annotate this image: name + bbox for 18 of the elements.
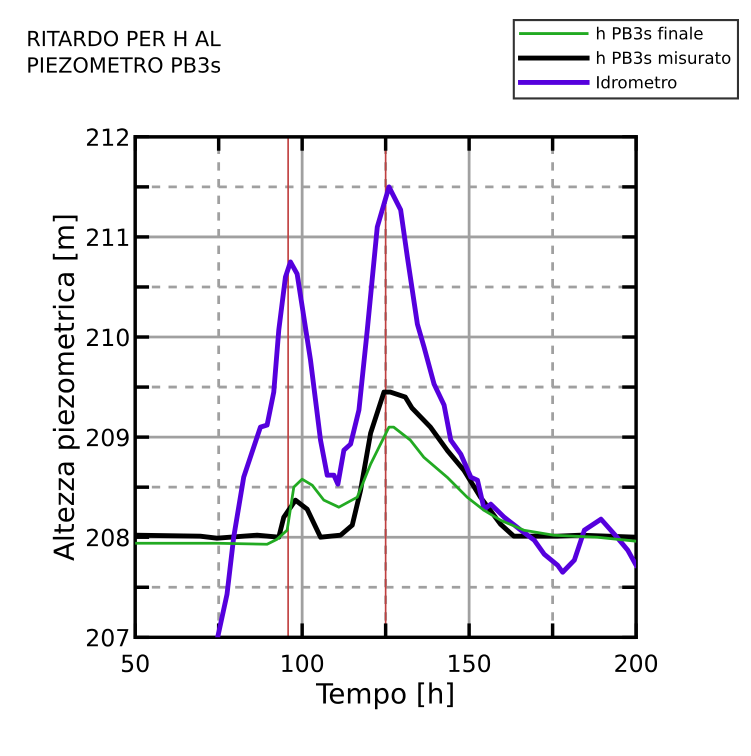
x-axis-title: Tempo [h] bbox=[316, 682, 453, 710]
line-series bbox=[215, 184, 636, 638]
x-tick-label: 200 bbox=[615, 654, 658, 672]
y-tick-label: 209 bbox=[86, 428, 129, 446]
legend-label: h PB3s misurato bbox=[596, 51, 730, 64]
y-axis-title: Altezza piezometrica [m] bbox=[52, 216, 80, 561]
x-tick-label: 100 bbox=[282, 654, 324, 672]
x-tick-label: 50 bbox=[122, 654, 149, 672]
y-tick-label: 210 bbox=[86, 328, 129, 346]
legend-label: Idrometro bbox=[597, 76, 676, 89]
y-tick-label: 211 bbox=[86, 228, 128, 246]
x-tick-label: 150 bbox=[449, 654, 490, 672]
legend-label: h PB3s finale bbox=[596, 26, 703, 40]
y-tick-label: 212 bbox=[86, 128, 128, 146]
line-series bbox=[135, 426, 636, 546]
y-tick-label: 208 bbox=[86, 528, 129, 547]
chart-title: RITARDO PER H AL PIEZOMETRO PB3s bbox=[28, 30, 221, 73]
y-tick-label: 207 bbox=[86, 628, 128, 647]
